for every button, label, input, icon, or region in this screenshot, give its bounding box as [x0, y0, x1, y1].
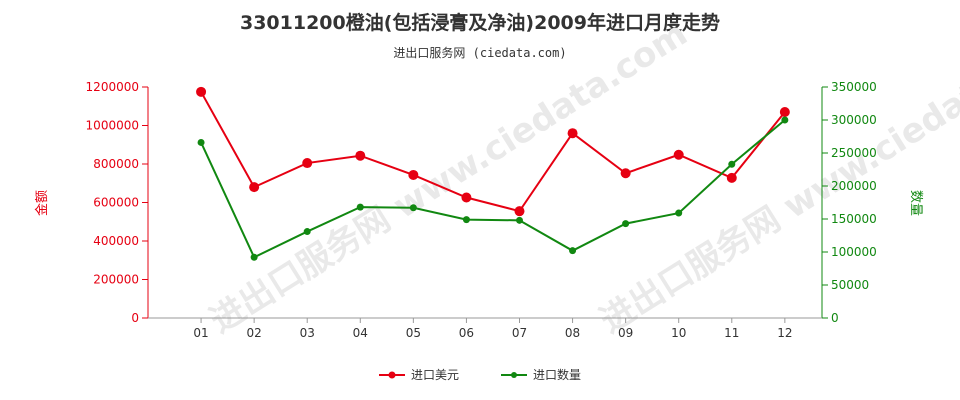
series-lines — [200, 91, 786, 259]
data-point-series-1 — [728, 160, 736, 168]
data-point-series-1 — [569, 247, 577, 255]
data-point-series-1 — [250, 253, 258, 261]
chart-subtitle: 进出口服务网 (ciedata.com) — [393, 46, 567, 60]
y-tick-label-left: 0 — [131, 311, 139, 325]
data-point-series-0 — [779, 107, 790, 118]
data-point-series-1 — [409, 204, 417, 212]
y-tick-label-right: 50000 — [831, 278, 869, 292]
data-point-series-1 — [356, 203, 364, 211]
x-tick-label: 07 — [512, 326, 527, 340]
y-tick-label-right: 300000 — [831, 113, 877, 127]
series-line-1 — [200, 119, 786, 259]
series-points — [196, 86, 790, 261]
x-tick-label: 05 — [406, 326, 421, 340]
y-tick-label-left: 1200000 — [86, 80, 139, 94]
legend-label-usd: 进口美元 — [410, 368, 459, 382]
x-tick-label: 04 — [353, 326, 368, 340]
data-point-series-1 — [303, 228, 311, 236]
legend-item-usd[interactable]: 进口美元 — [378, 366, 459, 383]
y-tick-label-right: 350000 — [831, 80, 877, 94]
x-tick-label: 06 — [459, 326, 474, 340]
data-point-series-1 — [462, 216, 470, 224]
data-point-series-1 — [515, 216, 523, 224]
y-axis-label-left: 金额 — [34, 190, 50, 216]
x-tick-label: 10 — [671, 326, 686, 340]
data-point-series-0 — [673, 149, 684, 160]
y-tick-label-left: 400000 — [93, 234, 139, 248]
data-point-series-0 — [620, 168, 631, 179]
data-point-series-0 — [726, 172, 737, 183]
data-point-series-1 — [675, 209, 683, 217]
data-point-series-1 — [622, 220, 630, 228]
x-tick-label: 09 — [618, 326, 633, 340]
y-tick-label-left: 200000 — [93, 273, 139, 287]
legend-swatch-quantity — [501, 371, 527, 378]
y-tick-label-left: 1000000 — [86, 119, 139, 133]
data-point-series-0 — [302, 158, 313, 169]
tick-labels: 0200000400000600000800000100000012000000… — [86, 80, 877, 340]
y-axis-label-right: 数量 — [908, 190, 923, 216]
legend-label-quantity: 进口数量 — [533, 368, 582, 382]
data-point-series-0 — [196, 86, 207, 97]
x-tick-label: 11 — [724, 326, 739, 340]
axes — [142, 86, 828, 323]
x-tick-label: 08 — [565, 326, 580, 340]
y-tick-label-left: 600000 — [93, 196, 139, 210]
x-tick-label: 01 — [193, 326, 208, 340]
legend: 进口美元 进口数量 — [0, 366, 960, 383]
y-tick-label-left: 800000 — [93, 157, 139, 171]
data-point-series-0 — [249, 182, 260, 193]
y-tick-label-right: 100000 — [831, 245, 877, 259]
legend-item-quantity[interactable]: 进口数量 — [501, 366, 581, 383]
data-point-series-0 — [461, 192, 472, 203]
data-point-series-1 — [781, 116, 789, 124]
series-line-0 — [200, 91, 786, 213]
legend-swatch-usd — [378, 371, 405, 378]
y-tick-label-right: 250000 — [831, 146, 877, 160]
data-point-series-1 — [197, 138, 205, 146]
data-point-series-0 — [567, 128, 578, 139]
y-tick-label-right: 0 — [831, 311, 839, 325]
x-tick-label: 03 — [300, 326, 315, 340]
x-tick-label: 02 — [247, 326, 262, 340]
data-point-series-0 — [355, 150, 366, 161]
y-tick-label-right: 200000 — [831, 179, 877, 193]
chart-title: 33011200橙油(包括浸膏及净油)2009年进口月度走势 — [239, 12, 720, 34]
data-point-series-0 — [408, 169, 419, 180]
y-tick-label-right: 150000 — [831, 212, 877, 226]
data-point-series-0 — [514, 206, 525, 217]
x-tick-label: 12 — [777, 326, 792, 340]
